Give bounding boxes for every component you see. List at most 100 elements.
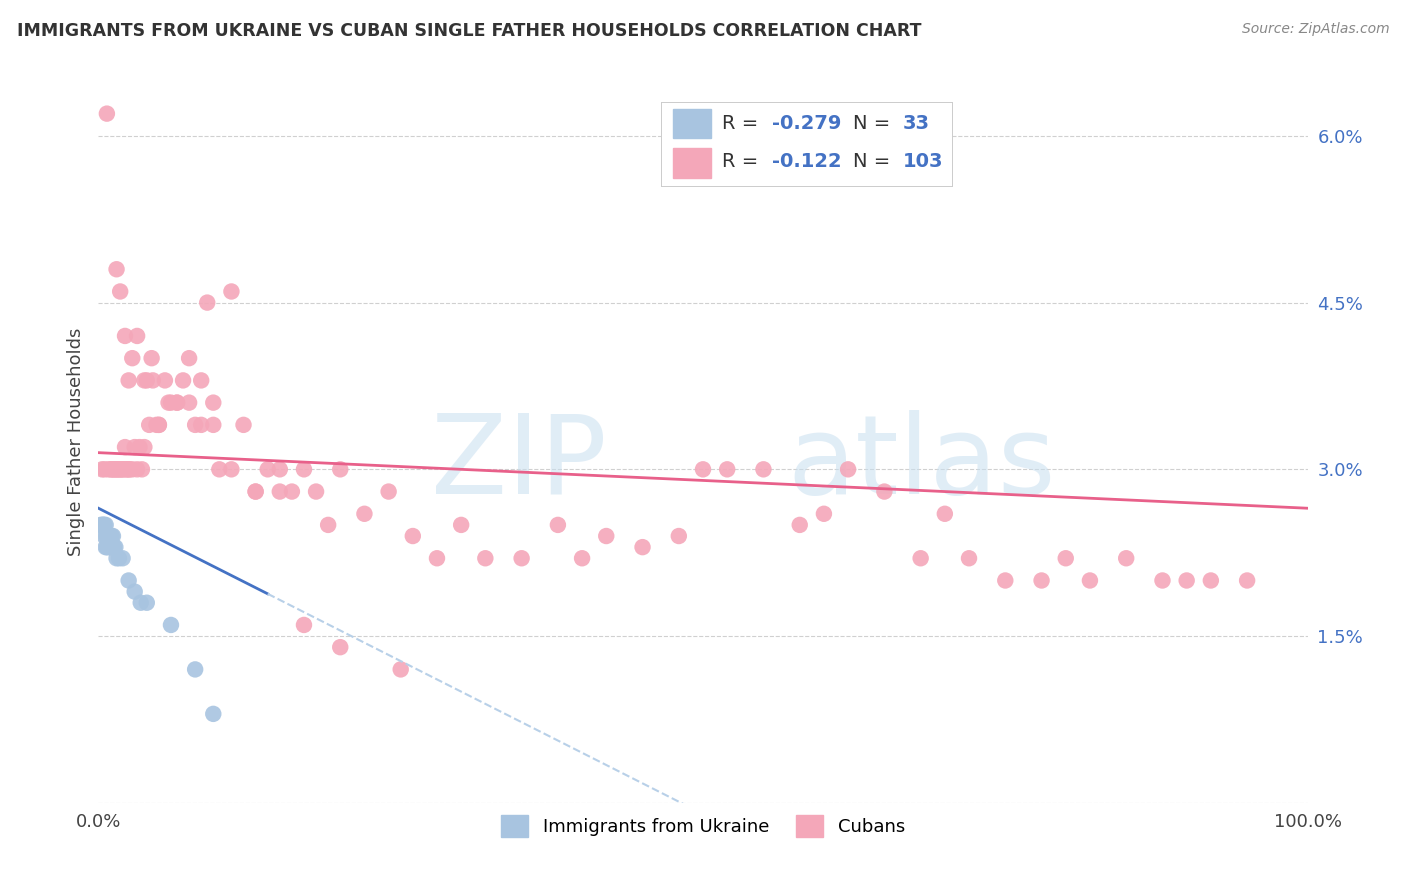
Point [571,551,593,566]
Point [994,574,1017,588]
Text: -0.122: -0.122 [772,152,842,170]
Point [97,540,120,554]
Point [1152,574,1174,588]
Text: Source: ZipAtlas.com: Source: ZipAtlas.com [1241,22,1389,37]
Point [789,517,811,532]
Point [108,462,131,476]
Text: -0.279: -0.279 [772,114,841,133]
Point [752,462,775,476]
Point [1199,574,1222,588]
Point [1236,574,1258,588]
Point [100,540,122,554]
Point [202,417,225,432]
Point [1115,551,1137,566]
Point [692,462,714,476]
Point [100,462,122,476]
Point [96,529,118,543]
Point [96,106,118,120]
Point [329,462,352,476]
Point [184,417,207,432]
Point [128,440,150,454]
Point [269,484,291,499]
Point [98,529,121,543]
Point [450,517,472,532]
Point [100,462,122,476]
Point [221,462,243,476]
Point [208,462,231,476]
Point [93,462,115,476]
Point [145,417,167,432]
Point [148,417,170,432]
Point [426,551,449,566]
Point [1175,574,1198,588]
Point [813,507,835,521]
Point [202,395,225,409]
Point [547,517,569,532]
Point [111,462,134,476]
Point [329,640,352,655]
Point [96,529,118,543]
Point [91,462,114,476]
Point [98,529,121,543]
Text: 103: 103 [903,152,943,170]
Point [104,462,127,476]
Point [166,395,188,409]
Point [97,462,120,476]
Point [873,484,896,499]
Point [281,484,304,499]
Point [668,529,690,543]
Point [837,462,859,476]
Text: ZIP: ZIP [430,409,606,516]
Legend: Immigrants from Ukraine, Cubans: Immigrants from Ukraine, Cubans [494,808,912,845]
Point [131,462,153,476]
Point [190,373,212,387]
Point [402,529,425,543]
Point [114,329,136,343]
Point [377,484,399,499]
Point [93,529,115,543]
Point [202,706,225,721]
Point [153,373,176,387]
Bar [673,109,711,138]
Point [474,551,496,566]
Point [100,529,122,543]
Point [104,540,127,554]
Point [148,417,170,432]
Text: N =: N = [853,152,897,170]
Point [117,462,139,476]
Point [134,440,156,454]
Point [129,596,152,610]
Point [142,373,165,387]
Point [105,551,128,566]
Point [389,662,412,676]
Point [305,484,328,499]
Point [108,462,131,476]
Point [91,517,114,532]
Point [510,551,533,566]
Point [108,285,131,299]
Point [179,395,201,409]
Point [256,462,278,476]
Point [316,517,339,532]
Point [118,462,141,476]
Point [127,329,149,343]
Point [190,417,212,432]
Point [121,351,143,366]
Point [127,462,149,476]
Point [184,662,207,676]
Point [166,395,188,409]
Point [101,529,124,543]
Point [716,462,738,476]
Text: R =: R = [723,114,765,133]
Point [195,295,218,310]
Point [160,395,183,409]
Point [172,373,194,387]
Point [292,462,315,476]
Point [232,417,254,432]
Point [112,462,135,476]
Point [934,507,956,521]
Point [141,351,163,366]
Point [110,462,132,476]
Point [157,395,180,409]
Bar [673,148,711,178]
